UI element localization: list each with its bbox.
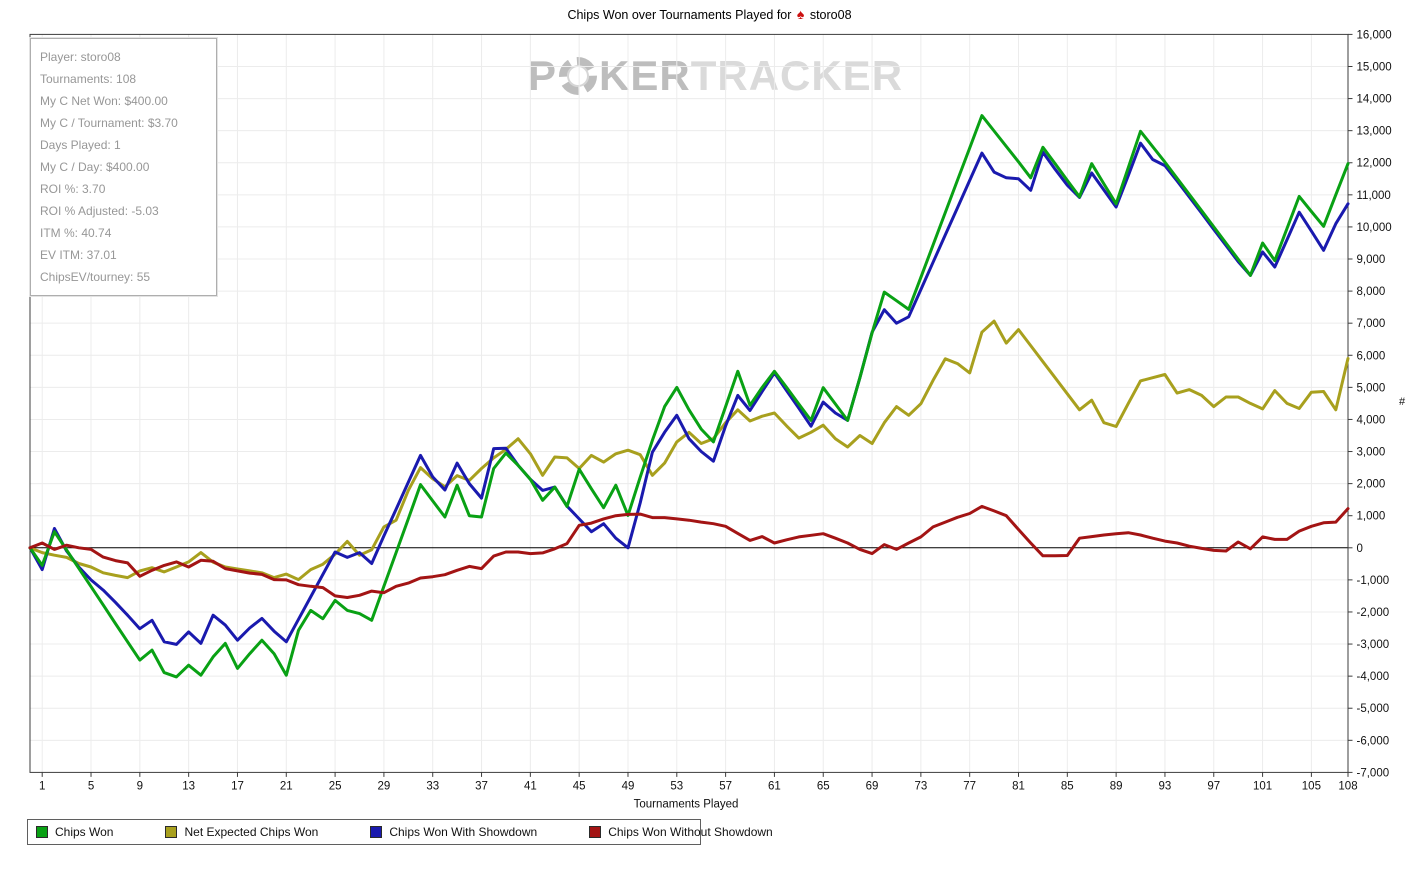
svg-text:1: 1 (39, 780, 45, 792)
svg-text:13,000: 13,000 (1357, 126, 1392, 138)
svg-text:81: 81 (1012, 780, 1025, 792)
watermark-poker-ker: KER (599, 52, 691, 99)
legend-item-net-expected: Net Expected Chips Won (165, 825, 318, 839)
svg-text:Tournaments Played: Tournaments Played (634, 798, 739, 810)
svg-text:-7,000: -7,000 (1357, 767, 1390, 779)
stat-days-played: Days Played: 1 (40, 138, 121, 152)
stats-tooltip-box: Player: storo08 Tournaments: 108 My C Ne… (30, 38, 217, 296)
svg-text:85: 85 (1061, 780, 1074, 792)
svg-text:17: 17 (231, 780, 244, 792)
legend-label: Chips Won (55, 825, 114, 839)
svg-text:-4,000: -4,000 (1357, 671, 1390, 683)
chart-title: Chips Won over Tournaments Played for ♠ … (0, 6, 1419, 22)
svg-text:108: 108 (1338, 780, 1357, 792)
svg-text:14,000: 14,000 (1357, 94, 1392, 106)
legend-item-with-showdown: Chips Won With Showdown (370, 825, 537, 839)
svg-text:65: 65 (817, 780, 830, 792)
svg-text:12,000: 12,000 (1357, 158, 1392, 170)
svg-text:10,000: 10,000 (1357, 222, 1392, 234)
svg-text:33: 33 (426, 780, 439, 792)
red-spade-icon: ♠ (796, 6, 805, 22)
legend-label: Chips Won Without Showdown (608, 825, 773, 839)
poker-chip-icon (559, 57, 598, 95)
stat-chipsev: ChipsEV/tourney: 55 (40, 270, 151, 284)
svg-text:77: 77 (963, 780, 976, 792)
svg-text:3,000: 3,000 (1357, 447, 1386, 459)
legend-item-without-showdown: Chips Won Without Showdown (589, 825, 773, 839)
legend-label: Net Expected Chips Won (184, 825, 319, 839)
svg-text:89: 89 (1110, 780, 1123, 792)
svg-text:29: 29 (378, 780, 391, 792)
svg-text:9,000: 9,000 (1357, 254, 1386, 266)
svg-text:25: 25 (329, 780, 342, 792)
svg-text:45: 45 (573, 780, 586, 792)
svg-text:1,000: 1,000 (1357, 511, 1386, 523)
svg-text:57: 57 (719, 780, 732, 792)
legend-item-chips-won: Chips Won (36, 825, 113, 839)
legend-label: Chips Won With Showdown (389, 825, 538, 839)
chart-title-text: Chips Won over Tournaments Played for (567, 8, 792, 22)
svg-text:#: # (1399, 396, 1406, 408)
svg-text:7,000: 7,000 (1357, 318, 1386, 330)
svg-text:61: 61 (768, 780, 781, 792)
svg-text:49: 49 (622, 780, 635, 792)
svg-text:0: 0 (1357, 543, 1363, 555)
stat-roi: ROI %: 3.70 (40, 182, 106, 196)
svg-text:5: 5 (88, 780, 94, 792)
svg-text:6,000: 6,000 (1357, 350, 1386, 362)
legend-swatch-olive (165, 826, 178, 838)
stat-tournaments: Tournaments: 108 (40, 72, 137, 86)
svg-text:41: 41 (524, 780, 537, 792)
stat-net-won: My C Net Won: $400.00 (40, 94, 168, 108)
legend-swatch-blue (370, 826, 383, 838)
svg-text:21: 21 (280, 780, 293, 792)
legend-swatch-red (589, 826, 602, 838)
chart-legend: Chips Won Net Expected Chips Won Chips W… (27, 819, 773, 845)
watermark-poker-p: P (528, 52, 558, 99)
svg-text:16,000: 16,000 (1357, 29, 1392, 41)
svg-text:-1,000: -1,000 (1357, 575, 1390, 587)
stat-per-day: My C / Day: $400.00 (40, 160, 150, 174)
stat-roi-adjusted: ROI % Adjusted: -5.03 (40, 204, 159, 218)
stat-ev-itm: EV ITM: 37.01 (40, 248, 117, 262)
svg-text:97: 97 (1207, 780, 1220, 792)
legend-swatch-green (36, 826, 48, 838)
svg-text:105: 105 (1302, 780, 1321, 792)
svg-text:15,000: 15,000 (1357, 61, 1392, 73)
player-name: storo08 (809, 8, 852, 22)
svg-text:8,000: 8,000 (1357, 286, 1386, 298)
svg-text:69: 69 (866, 780, 879, 792)
svg-text:-6,000: -6,000 (1357, 735, 1390, 747)
stat-player: Player: storo08 (40, 50, 121, 64)
svg-text:-3,000: -3,000 (1357, 639, 1390, 651)
stat-itm: ITM %: 40.74 (40, 226, 112, 240)
svg-text:-5,000: -5,000 (1357, 703, 1390, 715)
svg-text:5,000: 5,000 (1357, 382, 1386, 394)
svg-text:11,000: 11,000 (1357, 190, 1391, 202)
svg-text:13: 13 (182, 780, 195, 792)
svg-text:93: 93 (1159, 780, 1172, 792)
svg-text:2,000: 2,000 (1357, 479, 1386, 491)
stat-per-tournament: My C / Tournament: $3.70 (40, 116, 178, 130)
svg-text:-2,000: -2,000 (1357, 607, 1390, 619)
svg-text:53: 53 (670, 780, 683, 792)
svg-text:9: 9 (137, 780, 143, 792)
svg-text:4,000: 4,000 (1357, 414, 1386, 426)
svg-text:73: 73 (914, 780, 927, 792)
svg-text:101: 101 (1253, 780, 1272, 792)
svg-text:37: 37 (475, 780, 488, 792)
